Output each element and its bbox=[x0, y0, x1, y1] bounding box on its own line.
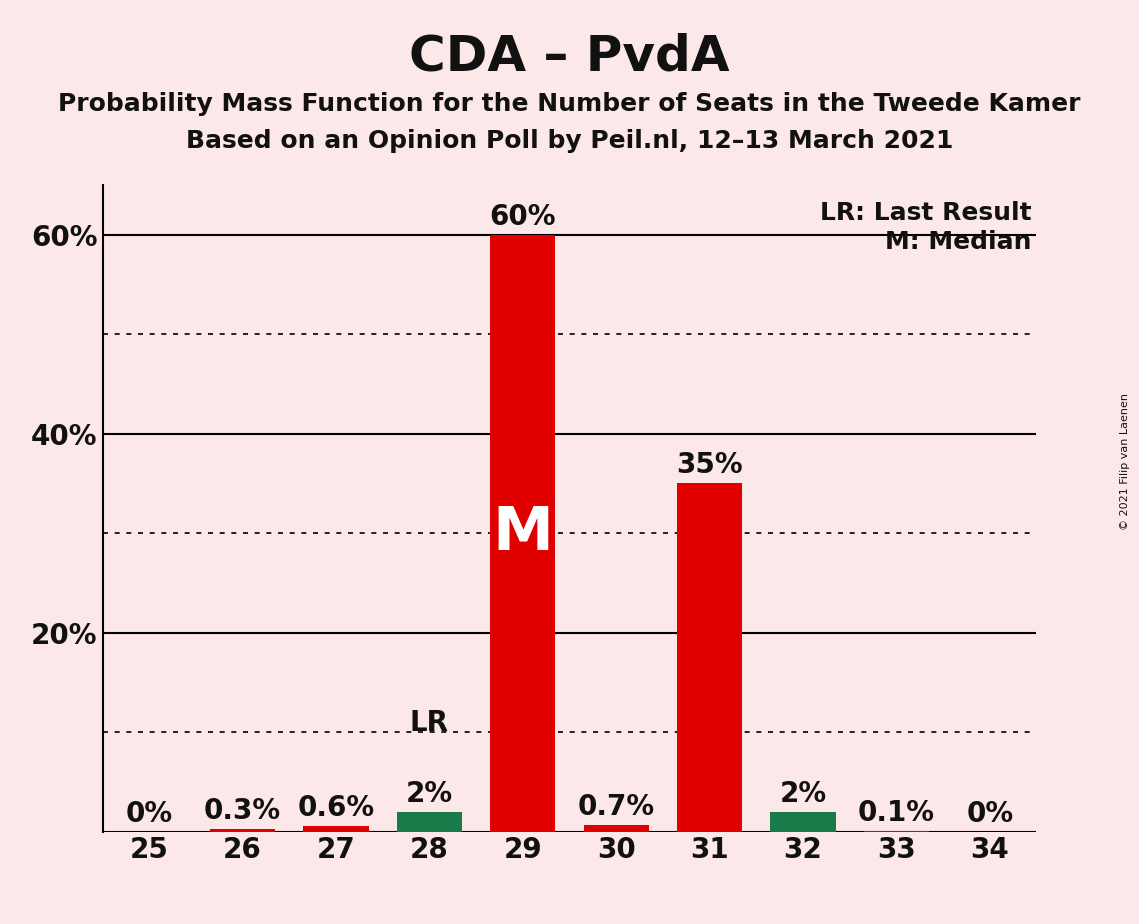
Text: M: M bbox=[492, 504, 554, 563]
Bar bbox=[583, 824, 649, 832]
Text: CDA – PvdA: CDA – PvdA bbox=[409, 32, 730, 80]
Text: LR: LR bbox=[410, 709, 449, 737]
Text: © 2021 Filip van Laenen: © 2021 Filip van Laenen bbox=[1121, 394, 1130, 530]
Text: 2%: 2% bbox=[405, 780, 453, 808]
Text: LR: Last Result: LR: Last Result bbox=[820, 201, 1032, 225]
Bar bbox=[770, 811, 836, 832]
Text: 0.7%: 0.7% bbox=[577, 793, 655, 821]
Text: 0.6%: 0.6% bbox=[297, 794, 375, 821]
Text: 2%: 2% bbox=[779, 780, 827, 808]
Text: Based on an Opinion Poll by Peil.nl, 12–13 March 2021: Based on an Opinion Poll by Peil.nl, 12–… bbox=[186, 129, 953, 153]
Text: M: Median: M: Median bbox=[885, 230, 1032, 254]
Bar bbox=[863, 831, 929, 832]
Bar bbox=[490, 235, 556, 832]
Bar bbox=[396, 811, 462, 832]
Bar bbox=[303, 826, 369, 832]
Text: 0.1%: 0.1% bbox=[858, 798, 935, 827]
Bar bbox=[677, 483, 743, 832]
Text: 35%: 35% bbox=[677, 451, 743, 480]
Text: 0%: 0% bbox=[966, 799, 1014, 828]
Text: 60%: 60% bbox=[490, 202, 556, 231]
Text: Probability Mass Function for the Number of Seats in the Tweede Kamer: Probability Mass Function for the Number… bbox=[58, 92, 1081, 116]
Text: 0.3%: 0.3% bbox=[204, 796, 281, 824]
Bar bbox=[210, 829, 276, 832]
Text: 0%: 0% bbox=[125, 799, 173, 828]
